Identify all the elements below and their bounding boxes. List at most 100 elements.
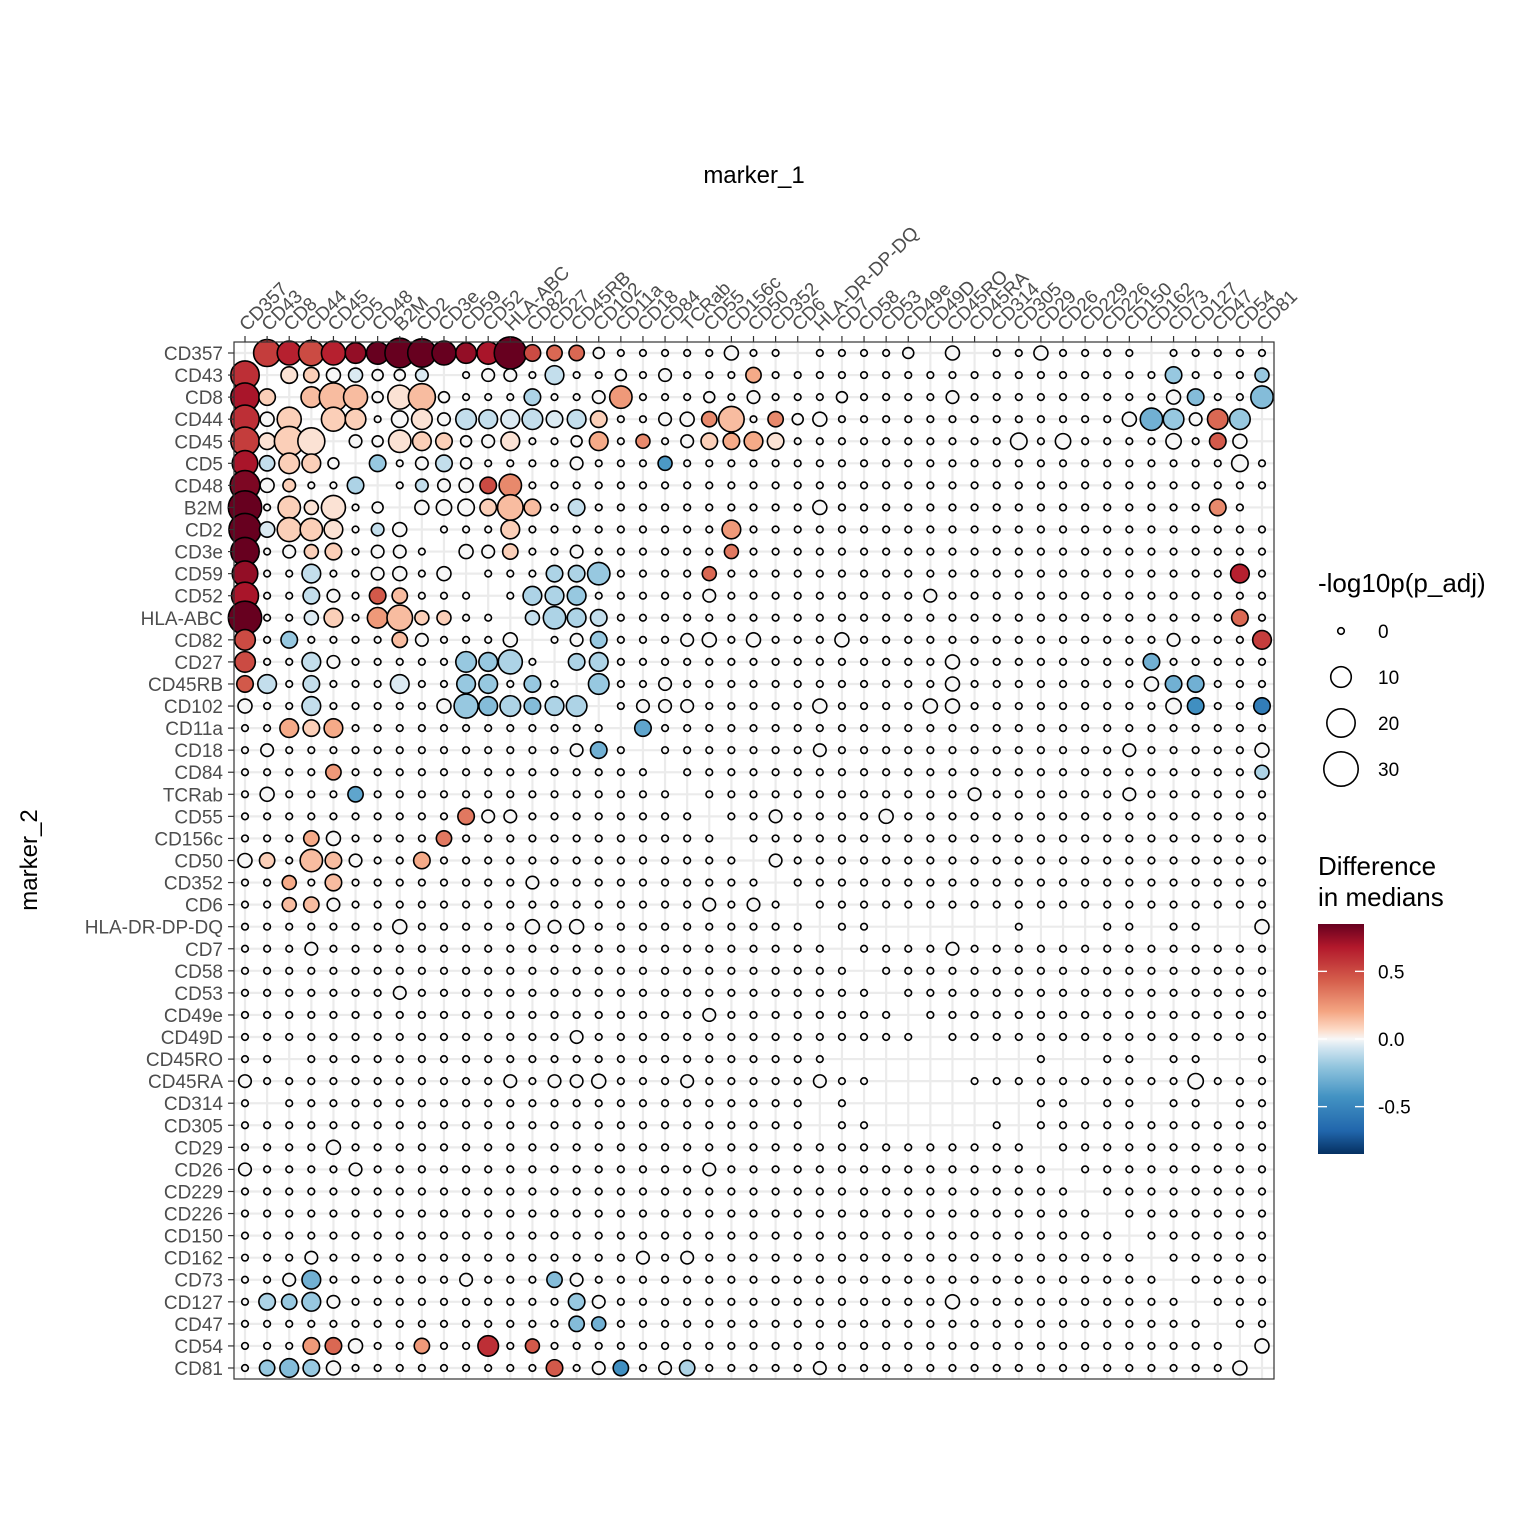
- point-cd6-cd5: [351, 900, 360, 909]
- point-cd156c-hla-dr-dp-dq: [815, 834, 824, 843]
- point-cd45ro-cd102: [594, 1054, 603, 1064]
- point-cd47-cd84: [660, 1319, 670, 1328]
- point-cd52-cd5: [351, 591, 360, 600]
- point-cd84-cd44: [307, 768, 316, 777]
- point-cd47-cd73: [1169, 1319, 1178, 1328]
- point-cd305-cd55: [705, 1121, 714, 1130]
- point-cd53-cd305: [1014, 988, 1023, 997]
- point-cd81-b2m: [395, 1363, 404, 1373]
- point-cd49d-cd45ra: [970, 1032, 979, 1042]
- point-cd73-cd55: [705, 1275, 714, 1284]
- point-cd27-cd49e: [904, 657, 913, 667]
- point-cd26-cd84: [660, 1165, 670, 1174]
- point-cd54-cd2: [413, 1337, 431, 1355]
- point-cd3e-cd8: [282, 544, 297, 559]
- point-tcrab-cd47: [1213, 790, 1222, 799]
- point-cd55-cd162: [1147, 812, 1156, 821]
- point-cd84-cd352: [771, 768, 780, 777]
- point-cd127-cd44: [301, 1291, 322, 1312]
- point-cd229-cd47: [1213, 1187, 1222, 1196]
- point-cd49d-cd45rb: [569, 1029, 584, 1045]
- color-legend-label: -0.5: [1378, 1098, 1411, 1119]
- point-cd81-cd55: [705, 1363, 714, 1373]
- point-cd54-cd55: [705, 1341, 714, 1351]
- point-cd55-cd229: [1081, 812, 1090, 821]
- point-cd102-cd47: [1213, 701, 1222, 711]
- point-cd43-hla-abc: [503, 367, 518, 383]
- point-tcrab-cd8: [285, 790, 294, 799]
- point-cd45ra-cd5: [351, 1077, 360, 1086]
- point-cd314-cd45: [329, 1099, 338, 1108]
- point-cd45ro-cd18: [638, 1054, 648, 1064]
- point-cd55-hla-dr-dp-dq: [815, 812, 824, 821]
- point-cd84-cd53: [882, 768, 891, 777]
- point-cd8-cd162: [1147, 393, 1156, 402]
- point-cd73-cd8: [282, 1272, 297, 1287]
- point-cd305-cd127: [1191, 1121, 1200, 1130]
- point-cd2-cd44: [299, 517, 324, 542]
- point-hla-dr-dp-dq-cd45rb: [568, 918, 585, 935]
- point-cd102-cd8: [285, 701, 294, 711]
- point-hla-abc-cd49e: [904, 613, 913, 622]
- point-cd127-tcrab: [683, 1297, 692, 1306]
- point-cd156c-cd314: [992, 834, 1001, 843]
- point-cd82-cd102: [589, 630, 608, 649]
- point-cd8-cd49e: [904, 393, 913, 402]
- point-tcrab-cd162: [1147, 790, 1156, 799]
- y-tick-label-cd53: CD53: [174, 984, 223, 1005]
- point-cd45-cd26: [1054, 432, 1072, 450]
- point-b2m-hla-abc: [496, 493, 524, 522]
- point-cd55-cd127: [1191, 812, 1200, 821]
- point-cd84-cd18: [638, 768, 648, 777]
- point-cd150-cd29: [1036, 1231, 1046, 1240]
- point-cd8-cd55: [703, 390, 716, 404]
- point-cd226-cd150: [1125, 1209, 1134, 1218]
- point-hla-dr-dp-dq-cd305: [1014, 922, 1023, 931]
- point-cd52-cd44: [302, 586, 321, 605]
- point-cd45rb-cd45ro: [944, 676, 961, 692]
- y-axis-title: marker_2: [16, 809, 43, 910]
- point-cd59-cd55: [701, 565, 718, 582]
- point-tcrab-cd29: [1036, 790, 1046, 799]
- point-cd59-cd43: [263, 569, 272, 578]
- point-cd29-cd55: [705, 1143, 714, 1152]
- point-cd44-cd45: [320, 406, 347, 433]
- point-b2m-cd7: [837, 503, 847, 512]
- point-cd305-cd226: [1103, 1121, 1112, 1130]
- point-cd43-cd229: [1081, 370, 1090, 380]
- point-hla-abc-cd44: [303, 609, 320, 626]
- point-cd45-hla-dr-dp-dq: [815, 437, 824, 446]
- point-hla-dr-dp-dq-cd82: [524, 918, 541, 935]
- point-cd357-cd53: [882, 348, 891, 358]
- point-cd55-cd48: [373, 812, 382, 821]
- point-cd156c-b2m: [395, 834, 404, 843]
- point-cd226-cd52: [484, 1209, 493, 1218]
- point-cd59-cd44: [301, 563, 322, 584]
- point-cd44-cd11a: [616, 415, 625, 424]
- point-cd11a-cd26: [1058, 724, 1068, 733]
- point-cd18-cd59: [461, 746, 471, 755]
- point-cd5-cd49e: [904, 459, 913, 468]
- point-cd52-cd26: [1058, 591, 1068, 600]
- point-cd26-cd352: [771, 1165, 780, 1174]
- point-tcrab-b2m: [395, 790, 404, 799]
- point-cd53-cd2: [417, 988, 426, 997]
- point-cd26-cd11a: [616, 1165, 625, 1174]
- point-cd6-cd3e: [439, 900, 449, 909]
- point-cd49d-cd73: [1169, 1032, 1178, 1042]
- point-cd26-cd5: [348, 1162, 363, 1177]
- point-cd314-cd52: [484, 1099, 493, 1108]
- point-cd102-tcrab: [680, 698, 695, 714]
- point-cd58-cd49e: [904, 966, 913, 975]
- point-cd49d-cd3e: [439, 1032, 449, 1042]
- point-tcrab-cd43: [259, 786, 275, 803]
- point-b2m-cd58: [859, 503, 869, 512]
- point-cd8-cd84: [660, 393, 670, 402]
- point-cd127-cd49d: [926, 1297, 935, 1306]
- point-cd150-cd54: [1235, 1231, 1244, 1240]
- point-cd50-cd47: [1213, 856, 1222, 865]
- point-cd44-cd48: [373, 415, 382, 424]
- point-cd352-cd73: [1169, 878, 1178, 887]
- point-cd5-cd54: [1230, 454, 1249, 473]
- point-cd53-cd352: [771, 988, 780, 997]
